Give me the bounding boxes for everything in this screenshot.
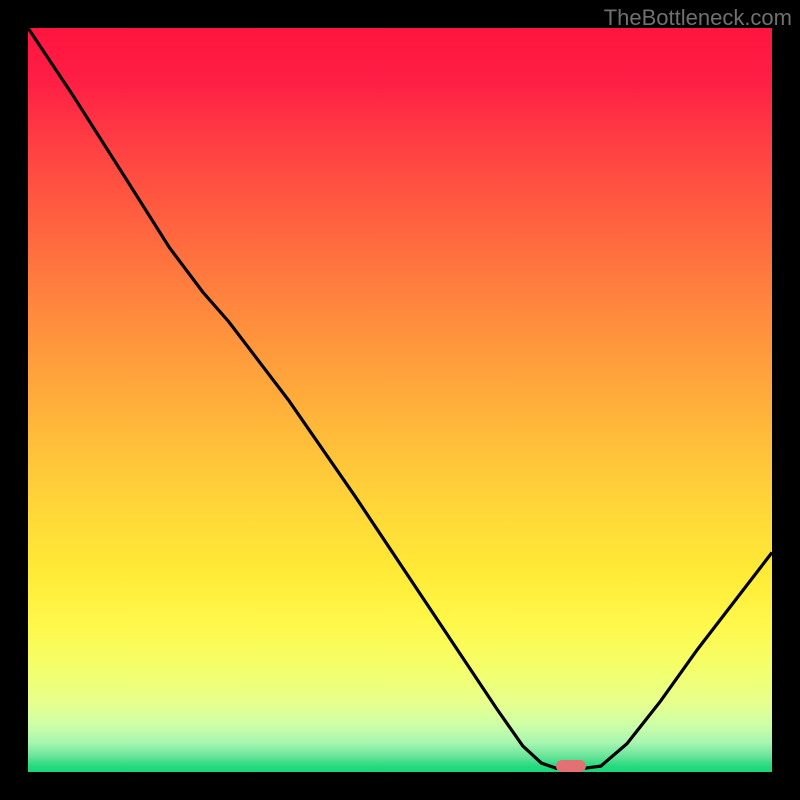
plot-area: [28, 28, 772, 772]
optimum-marker: [556, 760, 586, 772]
bottleneck-curve: [28, 28, 772, 772]
